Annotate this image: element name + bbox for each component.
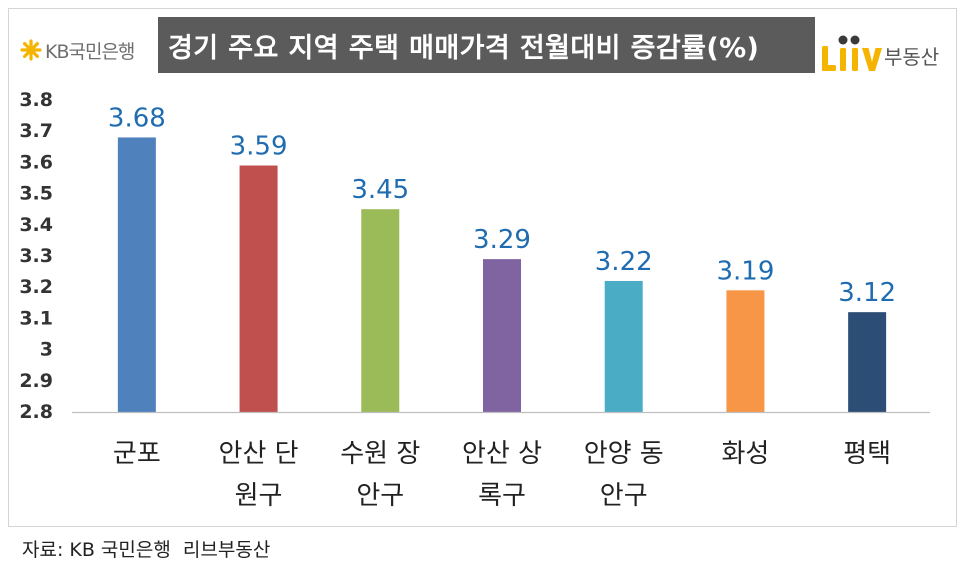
y-tick-label: 3.7 [19,120,53,142]
x-tick-label: 안산 단원구 [218,439,299,511]
chart-frame [8,8,957,527]
bar [117,137,156,412]
kb-logo: KB국민은행 [20,36,135,64]
x-tick-label: 안양 동안구 [583,439,664,511]
kb-logo-text: KB국민은행 [45,40,135,63]
x-tick-label: 수원 장안구 [340,439,421,511]
y-tick-label: 3.4 [19,214,53,236]
y-tick-label: 3.2 [19,276,53,298]
bar [848,312,887,412]
data-label: 3.19 [716,256,774,286]
bar [239,165,278,412]
x-tick-label: 군포 [112,439,161,469]
bars [117,137,887,412]
bar [604,280,643,412]
y-tick-label: 3.8 [19,89,53,111]
y-tick-label: 2.9 [19,370,53,392]
data-label: 3.45 [351,175,409,205]
data-label: 3.68 [108,103,166,133]
data-label: 3.12 [838,278,896,308]
data-labels: 3.68 3.59 3.45 3.29 3.22 3.19 3.12 [108,103,896,308]
data-label: 3.29 [473,225,531,255]
liiv-logo: 부동산 [820,32,939,72]
liiv-logo-suffix: 부동산 [884,45,940,69]
x-tick-label: 평택 [843,439,892,469]
chart-title: 경기 주요 지역 주택 매매가격 전월대비 증감률(%) [168,32,760,64]
y-tick-label: 3.6 [19,151,53,173]
y-tick-label: 3.3 [19,245,53,267]
y-tick-label: 3.1 [19,307,53,329]
y-tick-label: 2.8 [19,401,53,423]
source-note: 자료: KB 국민은행 리브부동산 [22,539,271,561]
bar [483,259,521,412]
x-tick-label: 안산 상록구 [461,439,543,511]
chart-title-box: 경기 주요 지역 주택 매매가격 전월대비 증감률(%) [158,17,815,73]
x-axis-labels: 군포 안산 단원구 수원 장안구 안산 상록구 안양 동안구 화성 평택 [112,439,892,511]
data-label: 3.22 [595,247,653,277]
x-tick-label: 화성 [721,439,770,469]
liiv-logo-icon [822,35,882,71]
bar [361,209,400,412]
y-tick-label: 3 [40,339,53,361]
data-label: 3.59 [230,132,288,162]
bar-chart: 3.8 3.7 3.6 3.5 3.4 3.3 3.2 3.1 3 2.9 2.8 3.68 3.59… [19,89,930,423]
bar [726,290,765,412]
y-axis: 3.8 3.7 3.6 3.5 3.4 3.3 3.2 3.1 3 2.9 2.8 [19,89,53,423]
y-tick-label: 3.5 [19,183,53,205]
kb-star-icon [20,39,42,61]
